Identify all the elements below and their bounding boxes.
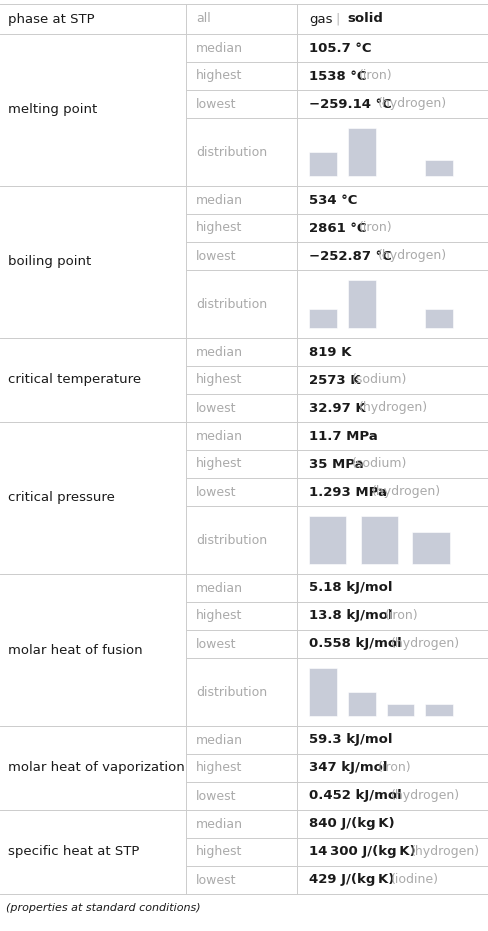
- Bar: [308, 516, 346, 564]
- Text: (sodium): (sodium): [351, 457, 407, 470]
- Text: highest: highest: [196, 610, 242, 623]
- Text: lowest: lowest: [196, 873, 236, 886]
- Text: lowest: lowest: [196, 789, 236, 803]
- Text: boiling point: boiling point: [8, 255, 91, 268]
- Text: (iron): (iron): [358, 70, 391, 83]
- Bar: [347, 692, 375, 716]
- Text: 2861 °C: 2861 °C: [308, 222, 366, 235]
- Text: 0.558 kJ/mol: 0.558 kJ/mol: [308, 638, 401, 651]
- Text: median: median: [196, 345, 243, 358]
- Text: 13.8 kJ/mol: 13.8 kJ/mol: [308, 610, 392, 623]
- Text: gas: gas: [308, 12, 332, 25]
- Text: (iron): (iron): [377, 762, 411, 775]
- Text: 840 J/(kg K): 840 J/(kg K): [308, 817, 394, 830]
- Text: lowest: lowest: [196, 250, 236, 263]
- Text: 14 300 J/(kg K): 14 300 J/(kg K): [308, 845, 415, 858]
- Text: highest: highest: [196, 373, 242, 386]
- Text: 32.97 K: 32.97 K: [308, 401, 365, 414]
- Text: (hydrogen): (hydrogen): [390, 638, 459, 651]
- Text: 1.293 MPa: 1.293 MPa: [308, 485, 386, 498]
- Text: 59.3 kJ/mol: 59.3 kJ/mol: [308, 734, 392, 747]
- Text: −259.14 °C: −259.14 °C: [308, 98, 391, 111]
- Bar: [425, 160, 452, 176]
- Text: lowest: lowest: [196, 98, 236, 111]
- Text: highest: highest: [196, 70, 242, 83]
- Text: distribution: distribution: [196, 533, 266, 546]
- Text: 819 K: 819 K: [308, 345, 351, 358]
- Text: 429 J/(kg K): 429 J/(kg K): [308, 873, 393, 886]
- Bar: [411, 532, 448, 564]
- Text: median: median: [196, 42, 243, 55]
- Text: (hydrogen): (hydrogen): [377, 250, 446, 263]
- Text: distribution: distribution: [196, 685, 266, 698]
- Text: median: median: [196, 734, 243, 747]
- Text: 2573 K: 2573 K: [308, 373, 360, 386]
- Bar: [425, 309, 452, 328]
- Text: critical temperature: critical temperature: [8, 373, 141, 386]
- Text: 35 MPa: 35 MPa: [308, 457, 363, 470]
- Text: median: median: [196, 582, 243, 595]
- Text: highest: highest: [196, 762, 242, 775]
- Text: highest: highest: [196, 457, 242, 470]
- Text: (hydrogen): (hydrogen): [358, 401, 427, 414]
- Text: solid: solid: [346, 12, 382, 25]
- Bar: [347, 128, 375, 176]
- Text: highest: highest: [196, 845, 242, 858]
- Bar: [347, 280, 375, 328]
- Text: distribution: distribution: [196, 298, 266, 311]
- Text: 534 °C: 534 °C: [308, 194, 357, 207]
- Text: median: median: [196, 429, 243, 442]
- Text: (sodium): (sodium): [351, 373, 407, 386]
- Text: 1538 °C: 1538 °C: [308, 70, 366, 83]
- Text: 11.7 MPa: 11.7 MPa: [308, 429, 377, 442]
- Text: 0.452 kJ/mol: 0.452 kJ/mol: [308, 789, 401, 803]
- Text: distribution: distribution: [196, 145, 266, 158]
- Text: 5.18 kJ/mol: 5.18 kJ/mol: [308, 582, 392, 595]
- Bar: [360, 516, 397, 564]
- Text: (hydrogen): (hydrogen): [377, 98, 446, 111]
- Text: lowest: lowest: [196, 638, 236, 651]
- Text: lowest: lowest: [196, 401, 236, 414]
- Text: molar heat of fusion: molar heat of fusion: [8, 643, 142, 656]
- Text: (hydrogen): (hydrogen): [409, 845, 479, 858]
- Text: (iron): (iron): [384, 610, 417, 623]
- Text: (hydrogen): (hydrogen): [371, 485, 440, 498]
- Bar: [386, 704, 413, 716]
- Text: |: |: [334, 12, 339, 25]
- Text: median: median: [196, 194, 243, 207]
- Text: molar heat of vaporization: molar heat of vaporization: [8, 762, 184, 775]
- Bar: [308, 668, 336, 716]
- Text: phase at STP: phase at STP: [8, 12, 95, 25]
- Text: median: median: [196, 817, 243, 830]
- Text: specific heat at STP: specific heat at STP: [8, 845, 139, 858]
- Text: (iron): (iron): [358, 222, 391, 235]
- Text: (properties at standard conditions): (properties at standard conditions): [6, 903, 200, 913]
- Bar: [308, 309, 336, 328]
- Text: 105.7 °C: 105.7 °C: [308, 42, 371, 55]
- Bar: [425, 704, 452, 716]
- Text: highest: highest: [196, 222, 242, 235]
- Text: melting point: melting point: [8, 103, 97, 116]
- Text: (hydrogen): (hydrogen): [390, 789, 459, 803]
- Text: (iodine): (iodine): [390, 873, 438, 886]
- Text: −252.87 °C: −252.87 °C: [308, 250, 391, 263]
- Text: critical pressure: critical pressure: [8, 492, 115, 505]
- Text: 347 kJ/mol: 347 kJ/mol: [308, 762, 386, 775]
- Text: all: all: [196, 12, 210, 25]
- Bar: [308, 152, 336, 176]
- Text: lowest: lowest: [196, 485, 236, 498]
